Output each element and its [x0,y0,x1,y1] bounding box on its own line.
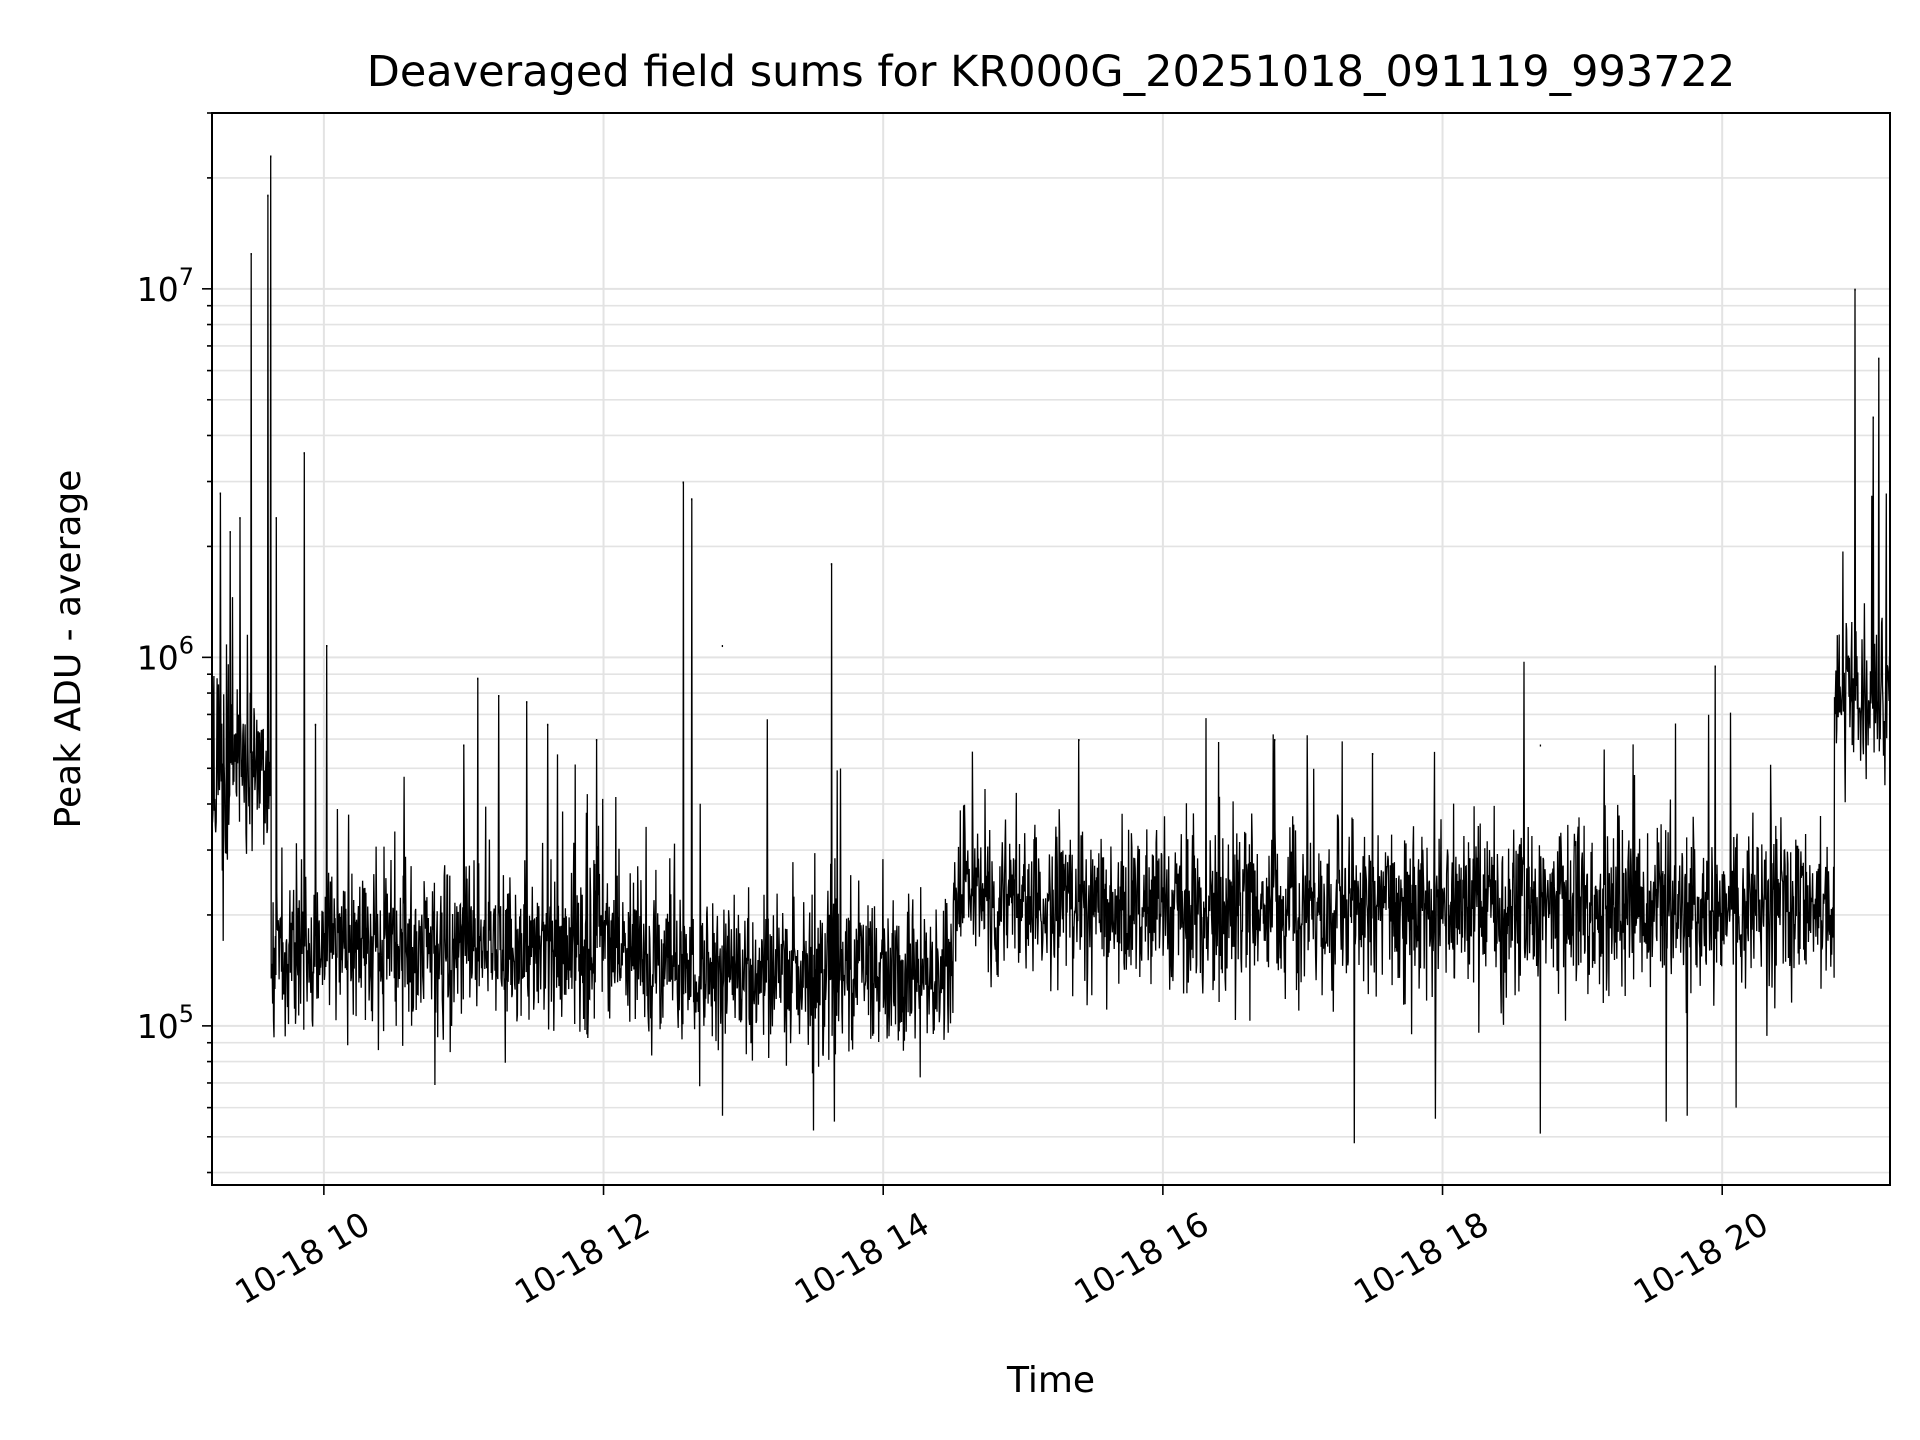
y-tick-base: 10 [137,638,179,677]
chart-title: Deaveraged field sums for KR000G_2025101… [367,47,1736,97]
grid [212,112,1890,1185]
series-path [211,155,1891,1144]
y-tick-label: 107 [137,263,194,309]
plot-frame [211,112,1891,1186]
y-tick-label: 105 [137,1000,194,1046]
axis-ticks [202,112,1723,1195]
y-tick-base: 10 [137,270,179,309]
y-tick-base: 10 [137,1007,179,1046]
y-axis-label: Peak ADU - average [48,470,89,829]
y-tick-exponent: 6 [179,631,194,659]
y-tick-exponent: 7 [179,263,194,291]
series-line [211,155,1891,1144]
y-tick-exponent: 5 [179,1000,194,1028]
y-tick-label: 106 [137,631,194,677]
x-axis-label: Time [1006,1360,1095,1401]
